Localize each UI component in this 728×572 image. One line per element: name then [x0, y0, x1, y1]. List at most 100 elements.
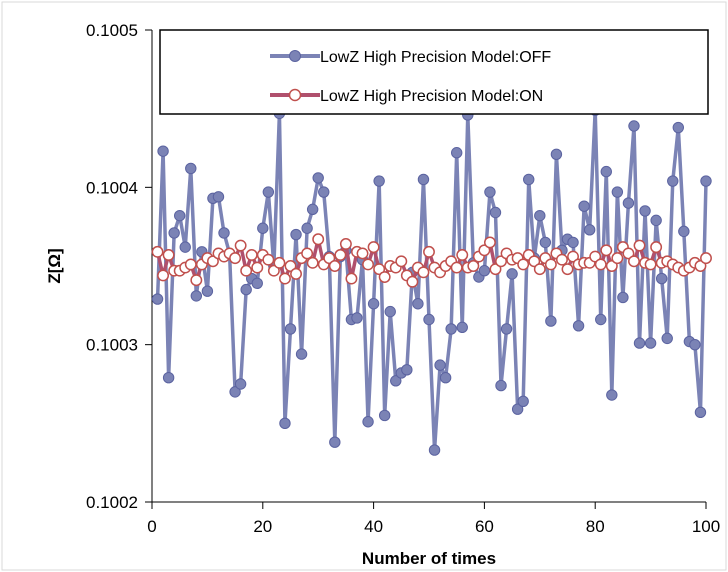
x-tick-label: 20	[253, 517, 272, 536]
data-point	[378, 409, 391, 422]
data-point	[528, 255, 541, 268]
data-point	[661, 332, 673, 345]
data-point	[157, 145, 169, 157]
data-point	[611, 252, 624, 265]
data-point	[295, 348, 308, 360]
data-point	[545, 315, 557, 327]
data-point	[279, 272, 291, 285]
data-point	[544, 258, 557, 271]
data-point	[356, 247, 369, 260]
data-point	[362, 416, 374, 428]
data-point	[578, 200, 590, 212]
data-point	[567, 236, 579, 249]
data-point	[483, 236, 496, 249]
data-point	[179, 241, 191, 253]
data-point	[539, 236, 552, 249]
data-point	[451, 147, 463, 159]
data-point	[229, 386, 241, 398]
data-point	[323, 252, 336, 265]
data-point	[450, 261, 463, 274]
data-point	[190, 290, 203, 302]
legend-label-on: LowZ High Precision Model:ON	[320, 88, 543, 105]
data-point	[240, 283, 252, 296]
data-point	[489, 263, 502, 276]
data-point	[279, 417, 291, 430]
data-point	[456, 321, 468, 334]
data-point	[339, 238, 352, 250]
data-point	[511, 403, 524, 415]
data-point	[439, 372, 452, 384]
data-point	[206, 255, 219, 268]
data-point	[345, 272, 358, 285]
data-point	[672, 121, 684, 134]
y-axis-ticks: 0.1002 0.1003 0.1004 0.1005	[86, 21, 152, 512]
data-point	[262, 186, 275, 198]
data-point	[328, 260, 341, 272]
data-point	[517, 395, 529, 408]
data-point	[395, 255, 408, 268]
data-point	[484, 186, 496, 198]
data-point	[184, 258, 197, 271]
data-point	[306, 256, 319, 269]
legend-marker-off	[289, 50, 301, 62]
data-point	[694, 260, 707, 272]
data-point	[478, 244, 491, 257]
data-point	[617, 291, 629, 304]
data-point	[589, 250, 602, 263]
data-point	[373, 263, 386, 276]
data-point	[174, 209, 186, 222]
data-point	[495, 255, 507, 268]
data-point	[362, 258, 375, 271]
data-point	[533, 263, 546, 276]
legend-label-off: LowZ High Precision Model:OFF	[320, 49, 551, 66]
data-point	[650, 214, 662, 227]
data-point	[290, 228, 302, 241]
data-point	[489, 206, 502, 219]
data-point	[334, 249, 347, 261]
data-point	[595, 313, 607, 326]
data-point	[273, 256, 286, 269]
data-point	[245, 249, 258, 261]
data-point	[633, 239, 646, 252]
data-point	[367, 241, 380, 254]
data-point	[667, 175, 679, 187]
data-point	[262, 253, 275, 266]
data-point	[561, 263, 574, 276]
data-point	[417, 266, 430, 279]
data-point	[456, 249, 469, 261]
data-point	[678, 225, 690, 238]
data-point	[434, 359, 446, 371]
data-point	[290, 267, 302, 280]
data-point	[329, 436, 341, 448]
data-point	[190, 274, 203, 287]
x-tick-label: 40	[364, 517, 383, 536]
data-point	[306, 203, 319, 216]
data-point	[185, 162, 197, 175]
data-point	[550, 148, 563, 160]
data-point	[168, 227, 180, 239]
data-point	[594, 258, 607, 271]
x-tick-label: 60	[475, 517, 494, 536]
legend-box	[159, 29, 709, 115]
data-point	[234, 239, 247, 252]
data-point	[390, 375, 402, 387]
data-point	[534, 209, 546, 222]
data-point	[689, 338, 701, 351]
y-tick-label: 0.1004	[86, 178, 138, 197]
data-point	[600, 165, 612, 178]
data-point	[611, 186, 624, 198]
y-tick-label: 0.1003	[86, 336, 138, 355]
series-off	[151, 104, 712, 456]
data-point	[650, 241, 663, 254]
data-point	[267, 264, 280, 277]
y-tick-label: 0.1002	[86, 493, 138, 512]
data-point	[417, 173, 430, 186]
data-point	[151, 293, 164, 305]
data-point	[257, 222, 269, 234]
data-point	[428, 444, 441, 456]
data-point	[605, 260, 618, 272]
x-axis-title: Number of times	[362, 549, 496, 568]
data-point	[406, 275, 419, 288]
data-point	[639, 205, 651, 217]
